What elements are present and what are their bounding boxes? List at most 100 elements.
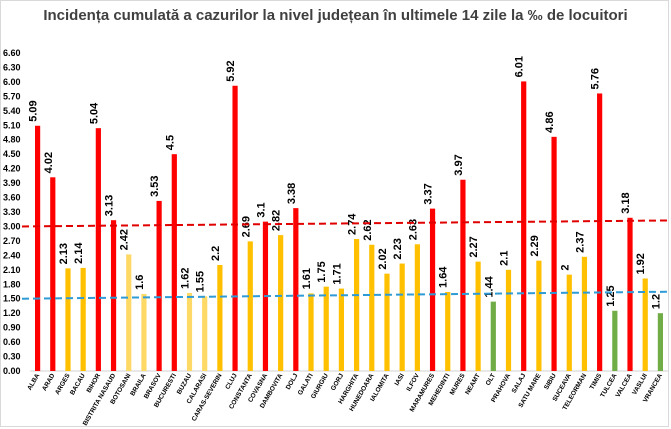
data-label: 2.14	[73, 242, 85, 264]
x-tick-label: GORJ	[330, 372, 345, 392]
y-tick-label: 6.60	[3, 48, 21, 58]
data-label: 1.25	[605, 285, 617, 306]
data-label: 2.69	[240, 216, 252, 237]
data-label: 2.63	[407, 219, 419, 240]
data-label: 2.29	[529, 235, 541, 256]
data-label: 2.62	[362, 219, 374, 240]
x-tick-label: ARAD	[41, 372, 57, 392]
y-tick-label: 3.90	[3, 178, 21, 188]
x-tick-label: DOLJ	[285, 372, 300, 391]
y-tick-label: 1.50	[3, 294, 21, 304]
y-tick-label: 2.40	[3, 250, 21, 260]
bar	[50, 177, 56, 371]
data-label: 1.62	[180, 268, 192, 289]
bar	[323, 286, 329, 371]
x-tick-label: ILFOV	[405, 372, 421, 393]
data-label: 1.6	[134, 275, 146, 290]
x-tick-label: CLUJ	[224, 372, 239, 391]
data-label: 1.92	[635, 253, 647, 274]
data-label: 1.55	[195, 271, 207, 292]
bar	[505, 269, 512, 371]
bar	[353, 238, 360, 371]
y-tick-label: 5.40	[3, 106, 21, 116]
data-label: 3.38	[286, 183, 298, 204]
bar	[65, 268, 71, 371]
chart-title: Incidența cumulată a cazurilor la nivel …	[43, 7, 628, 24]
bar	[95, 128, 101, 371]
y-tick-label: 0.00	[3, 366, 21, 376]
bar	[445, 291, 451, 371]
bar	[627, 217, 633, 371]
bar	[141, 293, 147, 371]
y-tick-label: 3.30	[3, 207, 21, 217]
bar	[429, 208, 436, 371]
threshold-line-blue	[21, 290, 669, 300]
data-label: 1.64	[438, 266, 450, 288]
bar	[414, 244, 420, 371]
bar	[657, 313, 664, 371]
data-label: 3.18	[620, 192, 632, 213]
bar	[34, 125, 41, 371]
bar	[338, 288, 345, 371]
x-tick-label: IASI	[394, 372, 406, 387]
data-label: 1.61	[301, 268, 313, 289]
data-label: 2.13	[58, 243, 70, 264]
data-label: 5.09	[28, 100, 40, 121]
y-tick-label: 2.10	[3, 265, 21, 275]
x-tick-label: OLT	[485, 372, 497, 386]
bar	[460, 179, 466, 371]
y-tick-label: 1.20	[3, 308, 21, 318]
bar	[202, 296, 208, 371]
x-tick-label: NEAMT	[464, 372, 482, 396]
bar	[399, 263, 405, 371]
data-label: 1.2	[650, 294, 662, 309]
bar	[642, 278, 648, 371]
y-tick-label: 0.90	[3, 323, 21, 333]
data-label: 2.2	[210, 246, 222, 261]
bar	[110, 220, 117, 371]
y-tick-label: 5.70	[3, 91, 21, 101]
y-tick-label: 0.60	[3, 337, 21, 347]
bar	[369, 244, 375, 371]
data-label: 3.53	[149, 175, 161, 196]
bar	[232, 85, 238, 371]
bar	[597, 93, 603, 372]
bar	[126, 254, 132, 371]
data-label: 3.1	[255, 202, 267, 217]
data-label: 1.75	[316, 261, 328, 282]
bar	[217, 265, 223, 371]
x-tick-label: ALBA	[26, 372, 41, 391]
x-tick-label: BACAU	[69, 372, 87, 396]
threshold-line-red	[21, 219, 669, 228]
bar	[186, 292, 193, 371]
bar	[278, 235, 284, 371]
data-label: 1.71	[331, 263, 343, 284]
y-tick-label: 4.50	[3, 149, 21, 159]
y-tick-label: 3.00	[3, 221, 21, 231]
data-label: 5.04	[88, 102, 100, 124]
data-label: 4.02	[43, 152, 55, 173]
data-label: 2.02	[377, 248, 389, 269]
data-label: 5.76	[590, 68, 602, 89]
data-label: 2.23	[392, 238, 404, 259]
data-label: 3.37	[423, 183, 435, 204]
bar	[551, 136, 557, 371]
bar	[490, 301, 496, 371]
x-tick-label: TIMIS	[589, 372, 604, 391]
data-label: 1.44	[483, 275, 495, 297]
data-label: 2.42	[119, 229, 131, 250]
bar	[566, 274, 572, 371]
y-tick-label: 3.60	[3, 193, 21, 203]
data-label: 4.86	[544, 111, 556, 132]
data-label: 2.27	[468, 236, 480, 257]
bar	[156, 200, 162, 371]
data-label: 4.5	[164, 135, 176, 150]
data-label: 2	[559, 265, 571, 271]
y-tick-label: 0.30	[3, 352, 21, 362]
y-tick-label: 2.70	[3, 236, 21, 246]
data-label: 2.82	[271, 210, 283, 231]
data-label: 3.97	[453, 154, 465, 175]
data-label: 6.01	[514, 56, 526, 77]
